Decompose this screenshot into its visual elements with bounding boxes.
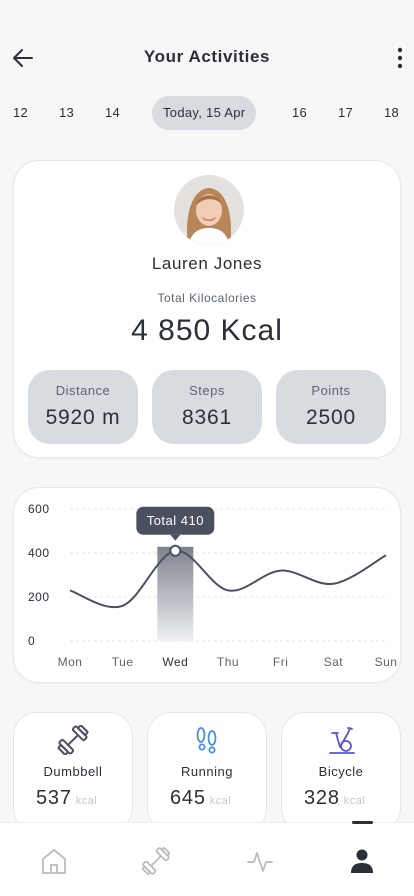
profile-card: Lauren Jones Total Kilocalories 4 850 Kc… [13,160,401,458]
activity-card-bicycle[interactable]: Bicycle 328 kcal [281,712,401,832]
x-tick-label: Mon [58,655,83,669]
stat-label: Points [311,383,351,398]
activity-value: 537 kcal [36,787,98,809]
date-item[interactable]: 18 [384,105,400,120]
exercise-bike-icon [329,727,355,754]
activity-value: 328 kcal [304,787,366,809]
activity-card-running[interactable]: Running 645 kcal [147,712,267,832]
kcal-value: 4 850 Kcal [131,314,283,347]
bottom-tab-bar [0,821,414,896]
stat-value: 5920 m [45,406,121,429]
active-tab-indicator [352,821,373,824]
x-tick-label: Tue [112,655,134,669]
series-line [69,549,387,609]
dumbbell-icon [57,725,89,755]
data-point [169,544,182,557]
back-arrow-icon[interactable] [8,42,40,74]
stat-label: Steps [189,383,225,398]
date-item[interactable]: 12 [13,105,29,120]
tooltip-pointer [170,534,181,541]
x-tick-label: Wed [162,655,188,669]
app-header: Your Activities [0,0,414,96]
x-tick-label: Sun [375,655,398,669]
highlight-bar [157,546,194,641]
date-item[interactable]: 13 [59,105,75,120]
page-title: Your Activities [143,47,271,66]
x-tick-label: Fri [273,655,289,669]
y-tick-label: 600 [28,502,50,516]
user-name: Lauren Jones [151,254,263,273]
x-tick-label: Thu [217,655,239,669]
tooltip-label: Total 410 [147,513,204,528]
date-item[interactable]: 14 [105,105,121,120]
date-item[interactable]: 17 [338,105,354,120]
date-item[interactable]: 16 [292,105,308,120]
home-icon[interactable] [34,843,74,879]
activity-line-chart[interactable]: 0 200 400 600 Total 410 Mon Tue Wed Thu Fri Sat Sun [14,488,400,682]
y-tick-label: 400 [28,546,50,560]
dumbbell-icon[interactable] [136,843,176,879]
activity-chart-card: 0 200 400 600 Total 410 Mon Tue Wed Thu Fri Sat Sun [13,487,401,683]
avatar[interactable] [174,175,244,245]
x-tick-label: Sat [324,655,344,669]
user-icon[interactable] [342,843,382,879]
stat-distance: Distance 5920 m [28,370,138,444]
activity-card-dumbbell[interactable]: Dumbbell 537 kcal [13,712,133,832]
y-tick-label: 0 [28,634,35,648]
footprints-icon [196,727,217,754]
activity-name: Bicycle [318,764,364,779]
tooltip-bg [136,506,215,535]
stat-value: 2500 [306,406,356,429]
activity-name: Dumbbell [43,764,103,779]
activity-name: Running [181,764,233,779]
stat-value: 8361 [182,406,232,429]
date-selector: 12 13 14 Today, 15 Apr 16 17 18 [0,96,414,132]
kcal-label: Total Kilocalories [157,291,257,305]
stat-points: Points 2500 [276,370,386,444]
y-tick-label: 200 [28,590,50,604]
stat-label: Distance [55,383,111,398]
more-vertical-icon[interactable] [392,42,408,74]
date-item-today[interactable]: Today, 15 Apr [152,96,257,130]
activity-icon[interactable] [240,843,280,879]
activity-value: 645 kcal [170,787,232,809]
stat-steps: Steps 8361 [152,370,262,444]
